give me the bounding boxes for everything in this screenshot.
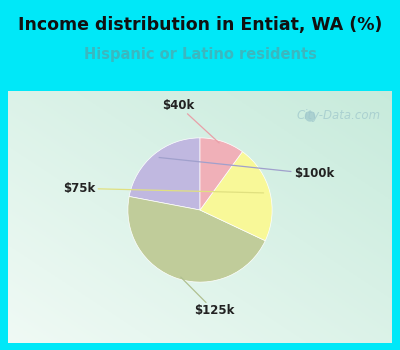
Wedge shape — [129, 138, 200, 210]
Wedge shape — [200, 138, 242, 210]
Wedge shape — [200, 152, 272, 241]
Wedge shape — [128, 196, 265, 282]
Text: $40k: $40k — [162, 99, 219, 143]
Text: City-Data.com: City-Data.com — [296, 108, 380, 122]
Text: $100k: $100k — [159, 158, 334, 181]
Text: ●: ● — [303, 108, 315, 122]
Text: Hispanic or Latino residents: Hispanic or Latino residents — [84, 47, 316, 62]
Text: $125k: $125k — [181, 277, 235, 317]
Text: $75k: $75k — [63, 182, 264, 195]
Text: Income distribution in Entiat, WA (%): Income distribution in Entiat, WA (%) — [18, 16, 382, 34]
